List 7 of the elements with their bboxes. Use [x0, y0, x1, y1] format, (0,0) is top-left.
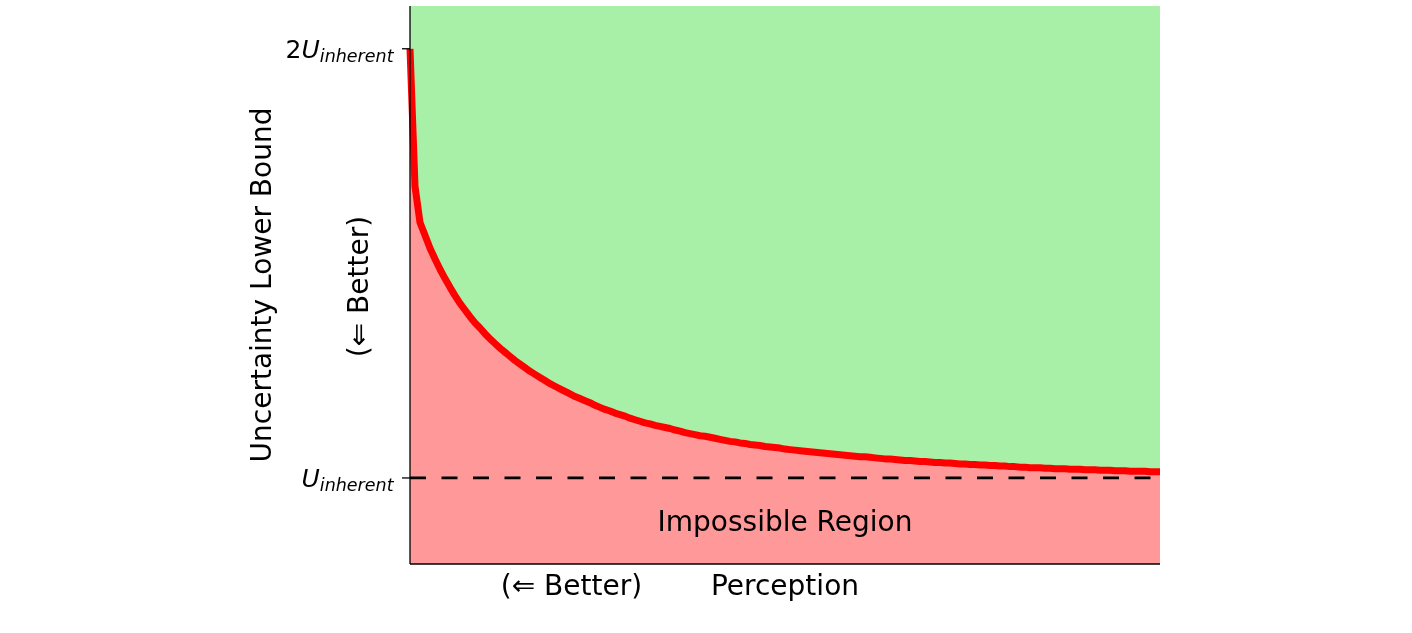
text: (⇐ Better) [342, 215, 375, 358]
x-axis-title: Perception [710, 569, 860, 602]
annotation: Impossible Region [657, 505, 913, 539]
text: (⇐ Better) [500, 569, 643, 602]
ref-line-label: U$_{inherent}$ [301, 463, 395, 495]
y-axis-title: Uncertainty Lower Bound [245, 107, 278, 463]
text: 2U$_{inherent}$ [285, 34, 395, 66]
